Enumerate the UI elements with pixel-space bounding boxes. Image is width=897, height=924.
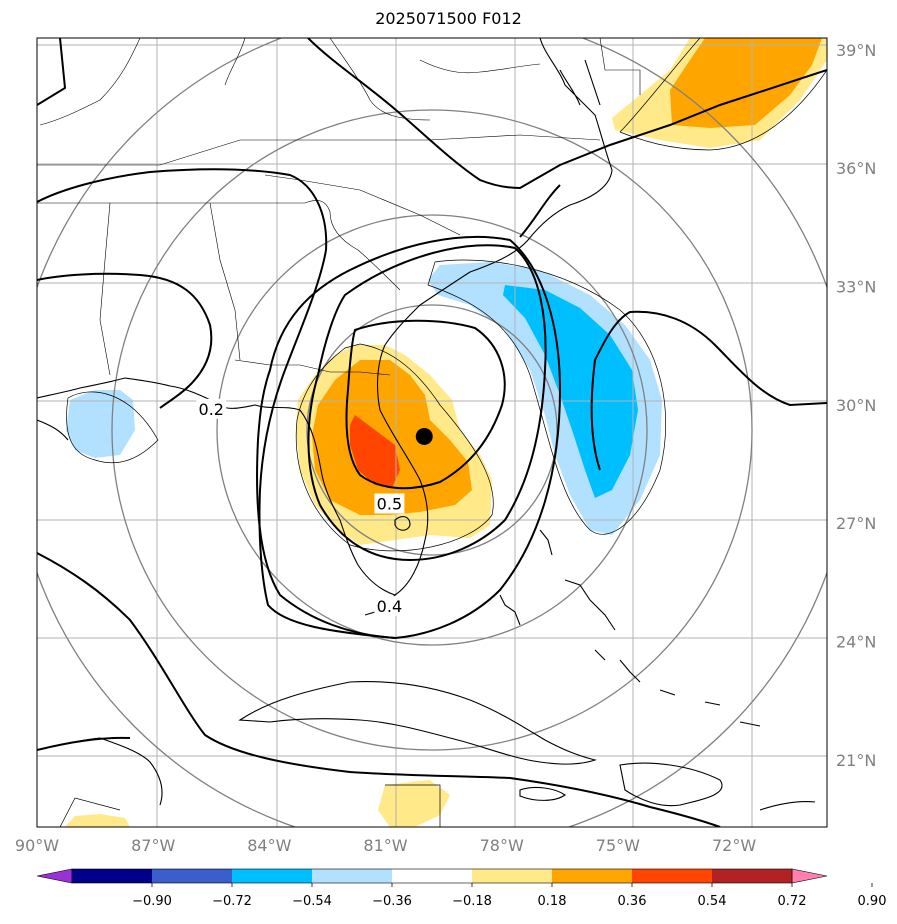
shading-layer [65,38,827,827]
colorbar-swatch [552,869,633,883]
colorbar-swatch [712,869,793,883]
warm-core-florida [312,360,472,515]
hot-core-florida [350,415,400,488]
longitude-labels: 90°W 87°W 84°W 81°W 78°W 75°W 72°W [15,836,756,855]
lat-tick-label: 36°N [836,159,876,178]
colorbar-swatch [152,869,233,883]
lon-tick-label: 90°W [15,836,59,855]
colorbar-swatch [632,869,713,883]
lon-tick-label: 78°W [480,836,524,855]
map-frame [36,37,828,828]
contour-labels: 0.2 0.5 0.4 [196,398,405,617]
storm-center-marker [415,427,433,445]
lon-tick-label: 84°W [247,836,291,855]
lat-tick-label: 24°N [836,633,876,652]
cold-patch-gulf [66,390,135,458]
lat-tick-label: 27°N [836,514,876,533]
colorbar-swatch [312,869,393,883]
gridlines [37,38,827,827]
warm-core-northeast [670,38,822,128]
lat-tick-label: 39°N [836,41,876,60]
colorbar-frame [71,868,793,884]
colorbar-tick-label: −0.18 [452,894,492,909]
lon-tick-label: 72°W [712,836,756,855]
cold-core-atlantic [503,285,638,498]
lat-tick-label: 33°N [836,278,876,297]
warm-patch-southwest [65,814,130,827]
anomaly-outlines [59,38,827,827]
contour-label-background [196,398,227,419]
contour-label: 0.5 [377,495,402,514]
lon-tick-label: 87°W [131,836,175,855]
map-title: 2025071500 F012 [375,9,522,28]
colorbar-swatch [392,869,473,883]
contour-label: 0.2 [199,400,224,419]
contour-label-background [374,596,405,617]
colorbar-swatch [232,869,313,883]
colorbar: −0.90 −0.72 −0.54 −0.36 −0.18 0.18 0.36 0.54 0.7… [36,868,887,909]
colorbar-tick-label: −0.90 [132,894,172,909]
colorbar-tick-label: 0.36 [618,894,647,909]
colorbar-tick-label: −0.36 [372,894,412,909]
contour-label-background [374,493,405,514]
colorbar-tick-label: 0.54 [698,894,727,909]
colorbar-swatch [472,869,553,883]
colorbar-over-extension [791,868,828,884]
range-rings [37,38,827,827]
lon-tick-label: 81°W [363,836,407,855]
colorbar-tick-label: −0.54 [292,894,332,909]
lon-tick-label: 75°W [596,836,640,855]
colorbar-under-extension [36,868,73,884]
colorbar-tick-label: 0.72 [778,894,807,909]
latitude-labels: 39°N 36°N 33°N 30°N 27°N 24°N 21°N [836,41,876,770]
colorbar-tick-label: −0.72 [212,894,252,909]
colorbar-swatch [72,869,153,883]
colorbar-tick-label: 0.18 [538,894,567,909]
lat-tick-label: 21°N [836,751,876,770]
colorbar-tick-label: 0.90 [858,894,887,909]
probability-contours [37,38,827,827]
contour-label: 0.4 [377,597,402,616]
map-content [37,38,827,827]
state-borders [37,38,641,376]
lat-tick-label: 30°N [836,396,876,415]
